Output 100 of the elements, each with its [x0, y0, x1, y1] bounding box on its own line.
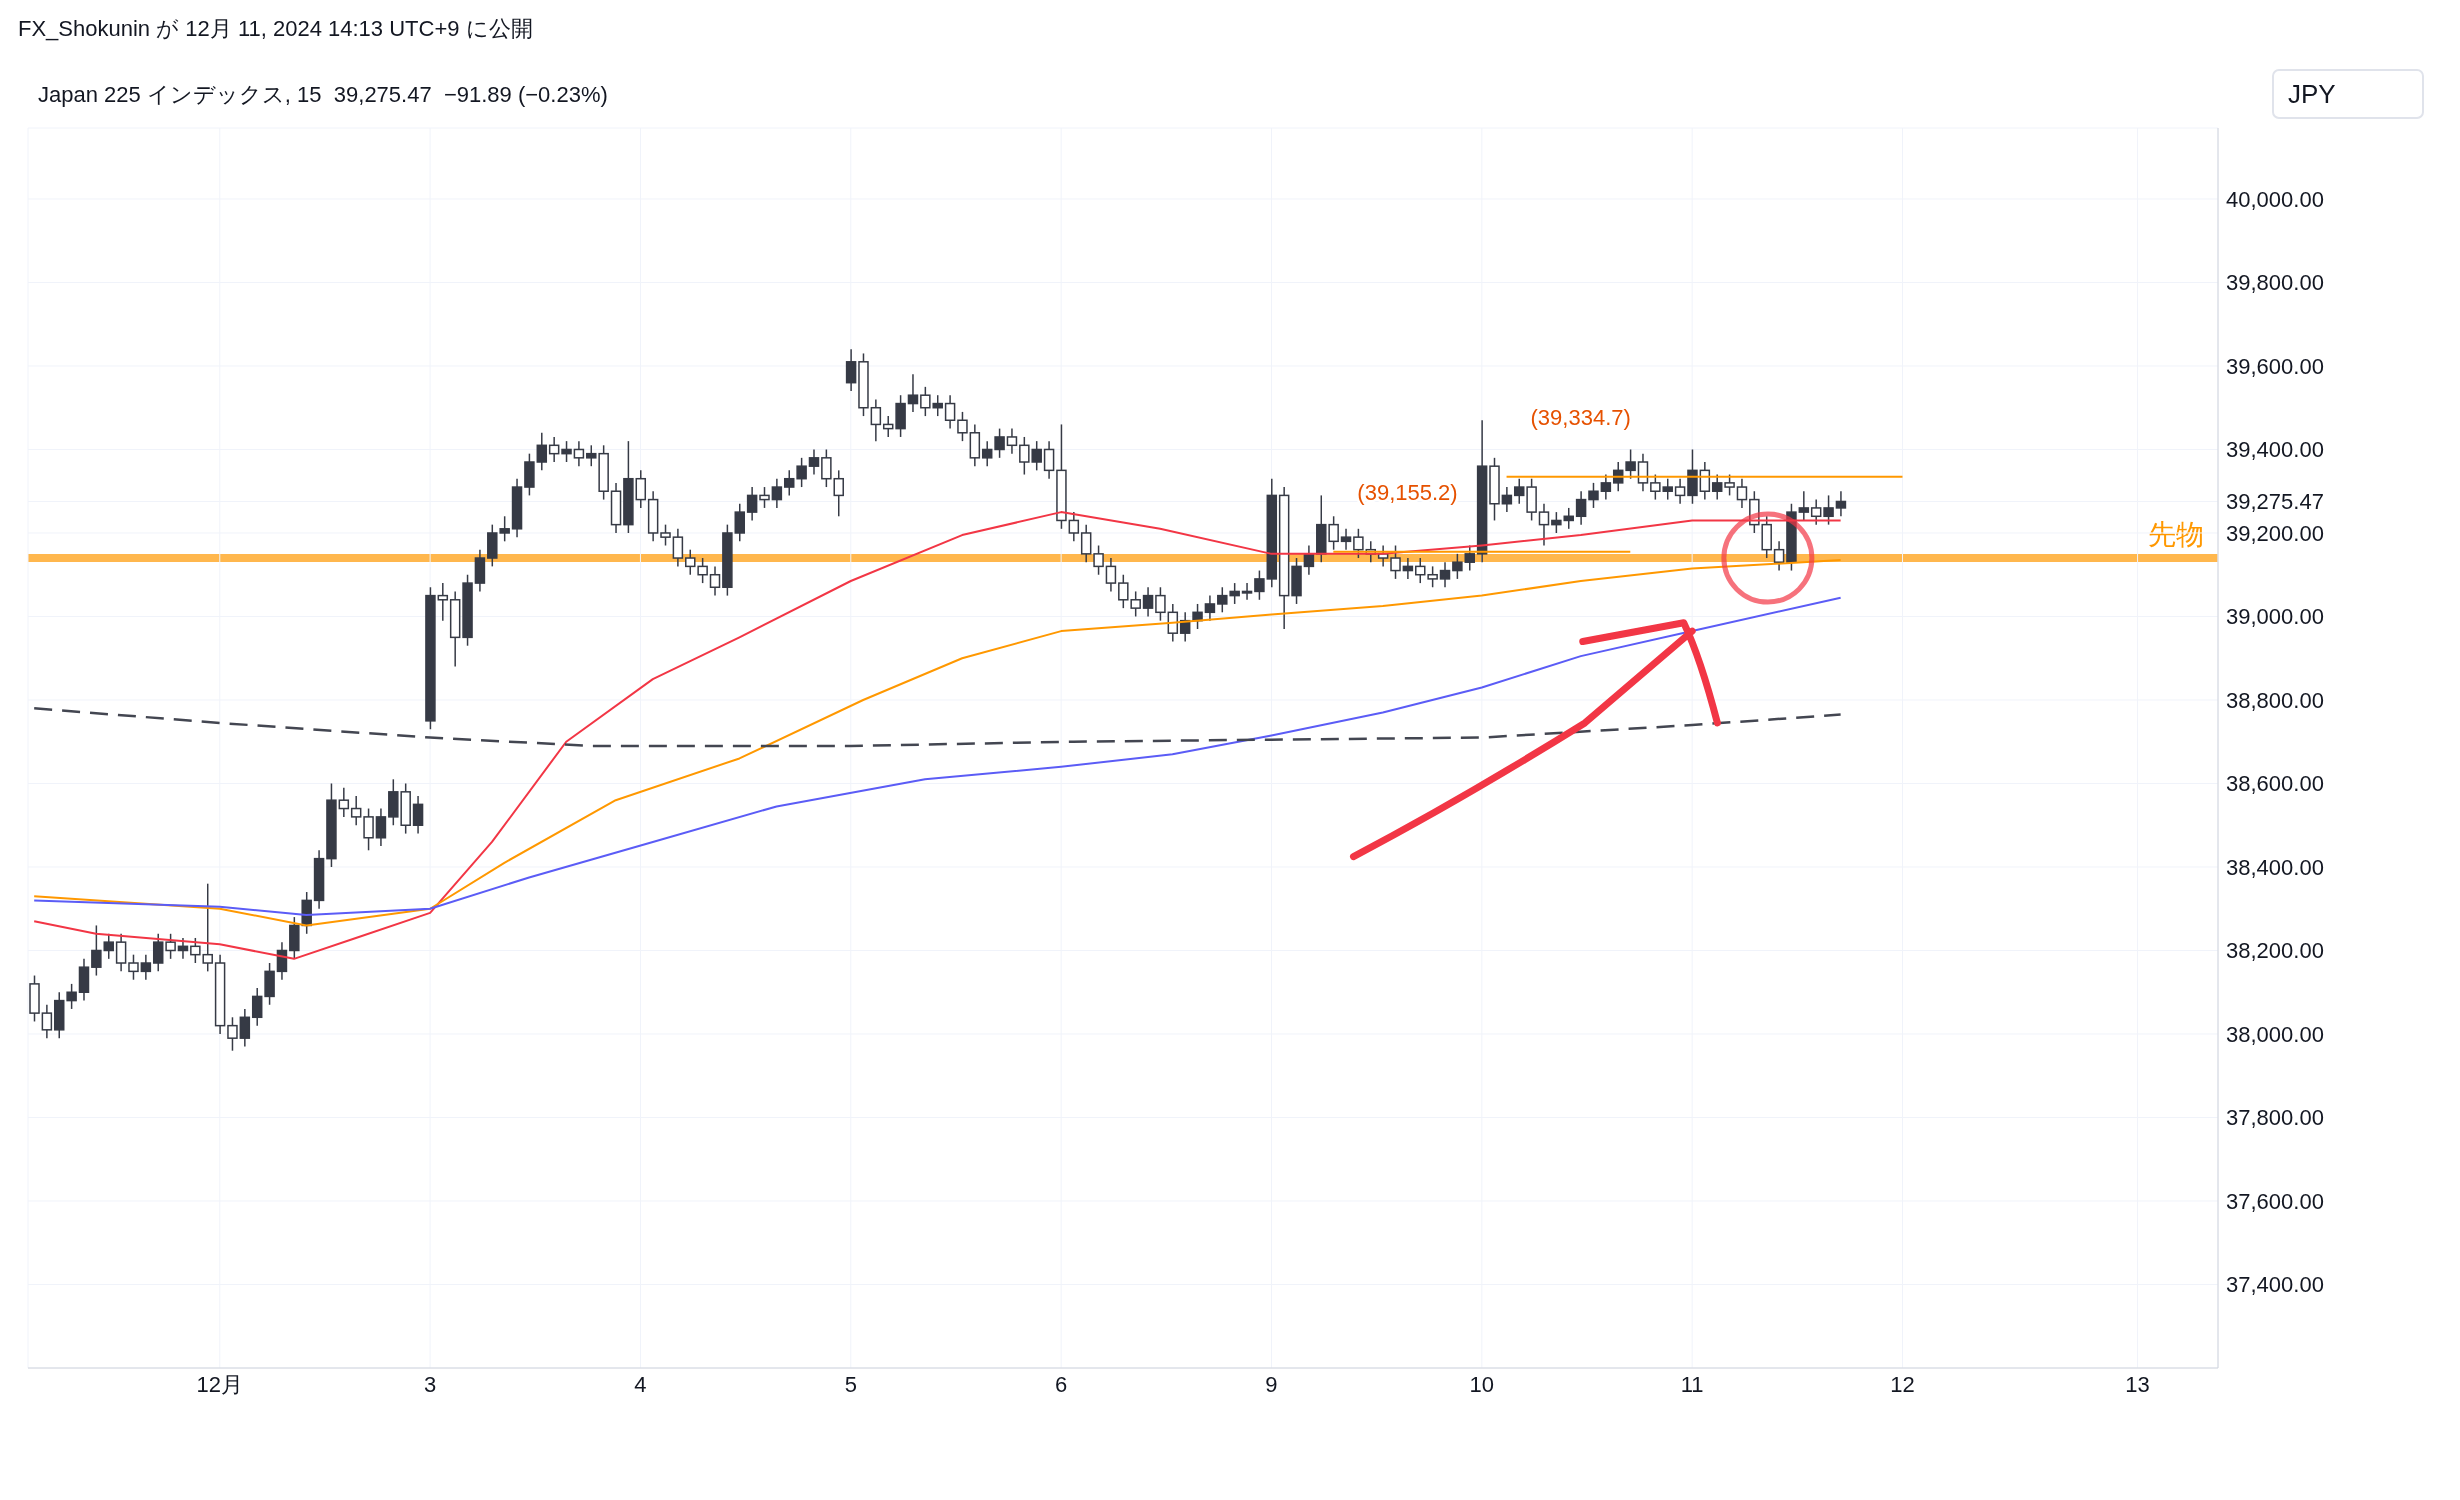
candlestick: [784, 469, 795, 497]
chart-subtitle: Japan 225 インデックス, 15 39,275.47 −91.89 (−0.23%): [38, 81, 608, 109]
candlestick: [140, 953, 152, 981]
candlestick: [375, 807, 387, 847]
candlestick: [1538, 503, 1550, 547]
candlestick: [1600, 473, 1612, 501]
candlestick: [1835, 490, 1847, 518]
candlestick: [944, 394, 956, 430]
y-tick-label: 38,000.00: [2226, 1021, 2324, 1047]
candlestick: [1142, 586, 1154, 618]
candlestick: [1390, 544, 1401, 580]
y-tick-label: 37,400.00: [2226, 1272, 2324, 1298]
ref-line-label: 先物: [2148, 519, 2204, 551]
candlestick: [759, 486, 770, 509]
candlestick: [1724, 473, 1735, 497]
candlestick: [907, 373, 919, 413]
candlestick: [561, 440, 572, 463]
text: JPY: [2288, 79, 2336, 109]
candlestick: [1093, 544, 1104, 576]
y-tick-label: 39,400.00: [2226, 437, 2324, 463]
candlestick: [1625, 448, 1636, 480]
x-tick-label: 13: [2125, 1371, 2150, 1397]
y-tick-label: 39,200.00: [2226, 520, 2324, 546]
candlestick: [635, 469, 647, 509]
candlestick: [251, 987, 263, 1027]
y-tick-label: 38,200.00: [2226, 938, 2324, 964]
annotation: (39,155.2): [1357, 479, 1458, 505]
candlestick: [1501, 486, 1513, 513]
candlestick: [1439, 561, 1451, 589]
y-tick-label: 39,800.00: [2226, 270, 2324, 296]
candlestick: [1674, 477, 1686, 505]
x-tick-label: 10: [1469, 1371, 1495, 1397]
y-tick-label: 40,000.00: [2226, 186, 2324, 212]
candlestick: [734, 503, 745, 543]
candlestick: [1155, 586, 1166, 622]
candlestick: [1637, 452, 1649, 492]
candlestick: [115, 933, 127, 973]
candlestick: [796, 457, 807, 488]
candlestick: [981, 440, 993, 467]
candlestick: [573, 440, 585, 467]
candlestick: [1353, 528, 1364, 559]
y-tick-label: 38,400.00: [2226, 854, 2324, 880]
x-tick-label: 11: [1680, 1371, 1704, 1397]
candlestick: [1006, 427, 1018, 455]
chart-title: FX_Shokunin が 12月 11, 2024 14:13 UTC+9 に公開: [18, 15, 533, 43]
x-tick-label: 12月: [196, 1371, 244, 1397]
candlestick: [709, 565, 721, 597]
candlestick: [1711, 473, 1723, 501]
x-tick-label: 3: [423, 1371, 437, 1397]
candlestick: [1241, 582, 1253, 601]
candlestick: [1798, 490, 1810, 522]
y-tick-label: 39,000.00: [2226, 604, 2324, 630]
candlestick: [338, 786, 350, 818]
candlestick: [1254, 569, 1265, 601]
candlestick: [152, 933, 164, 973]
candlestick: [363, 807, 374, 852]
candlestick: [1823, 494, 1834, 526]
candlestick: [350, 795, 362, 826]
candlestick: [1043, 440, 1055, 480]
candlestick: [239, 1008, 251, 1048]
candlestick: [536, 432, 548, 472]
x-tick-label: 9: [1265, 1371, 1278, 1397]
candlestick: [1736, 477, 1748, 509]
line-series: [33, 511, 1842, 960]
candlestick: [1588, 482, 1599, 509]
candlestick: [1068, 511, 1080, 543]
candlestick: [1452, 553, 1463, 580]
y-tick-label: 38,600.00: [2226, 771, 2324, 797]
annotation: (39,334.7): [1530, 404, 1631, 430]
candlestick: [660, 523, 671, 547]
candlestick: [672, 528, 684, 568]
y-tick-label: 39,600.00: [2226, 353, 2324, 379]
candlestick: [1514, 477, 1525, 505]
candlestick: [1204, 594, 1216, 622]
x-tick-label: 6: [1055, 1371, 1068, 1397]
x-tick-label: 4: [634, 1371, 647, 1397]
candlestick: [1080, 523, 1092, 563]
candlestick: [66, 983, 77, 1010]
candlestick: [1773, 540, 1785, 572]
line-series: [32, 707, 1842, 748]
candlestick: [437, 582, 449, 622]
candlestick: [227, 1016, 238, 1052]
y-tick-label: 38,800.00: [2226, 687, 2324, 713]
candlestick: [870, 398, 882, 442]
candlestick: [412, 795, 424, 835]
candlestick: [994, 427, 1005, 459]
candlestick: [957, 411, 968, 442]
candlestick: [746, 486, 758, 522]
candlestick: [1810, 498, 1822, 526]
candlestick: [771, 477, 783, 509]
candlestick: [845, 348, 857, 392]
candlestick: [1105, 557, 1117, 593]
candlestick: [1464, 544, 1475, 572]
x-tick-label: 5: [844, 1371, 857, 1397]
y-tick-label: 37,600.00: [2226, 1188, 2324, 1214]
y-tick-label: 39,275.47: [2226, 489, 2324, 515]
y-tick-label: 37,800.00: [2226, 1105, 2324, 1131]
candlestick: [808, 448, 820, 476]
x-tick-label: 12: [1890, 1371, 1915, 1397]
candlestick: [128, 953, 139, 981]
